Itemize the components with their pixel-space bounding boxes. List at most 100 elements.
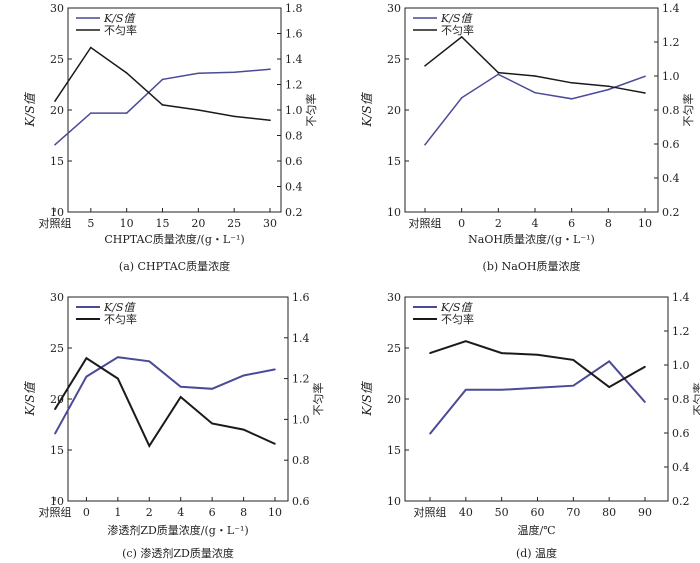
legend-label: K/S值 [440,12,473,25]
data-point [54,100,56,102]
data-point [534,91,536,94]
x-tick-label: 25 [227,217,241,230]
legend-label: 不匀率 [104,312,137,326]
x-tick-label: 15 [156,217,170,230]
y2-tick-label: 0.6 [292,495,310,508]
data-point [497,73,500,76]
data-point [534,75,536,77]
y-tick-label: 15 [50,444,64,457]
x-tick-label: 4 [532,217,539,230]
x-axis-title: NaOH质量浓度/(g・L⁻¹) [468,232,595,246]
data-point [161,104,164,106]
data-point [179,385,182,388]
series-ks [54,68,271,146]
y2-tick-label: 0.6 [285,155,303,168]
y-tick-label: 25 [50,53,64,66]
y-tick-label: 20 [50,104,64,117]
legend-label: 不匀率 [104,23,137,37]
y2-tick-label: 1.4 [292,332,310,345]
x-tick-label: 对照组 [39,216,72,230]
data-point [125,72,128,74]
data-point [197,109,200,111]
data-point [125,112,128,114]
y2-tick-label: 1.0 [292,413,310,426]
data-point [536,354,539,356]
y2-tick-label: 0.4 [662,172,680,185]
series-line [54,356,276,448]
y2-axis-title: 不匀率 [681,94,695,127]
data-point [424,65,426,67]
x-tick-label: 6 [568,217,575,230]
y-axis-title: K/S值 [360,91,374,127]
data-point [460,36,463,38]
data-point [54,143,56,146]
y2-tick-label: 1.4 [662,2,680,15]
y2-tick-label: 1.6 [285,28,303,41]
y2-tick-label: 0.6 [662,138,680,151]
legend-label: K/S值 [103,12,136,25]
y2-tick-label: 1.2 [285,79,303,92]
x-tick-label: 1 [114,506,121,519]
y2-tick-label: 1.6 [292,291,310,304]
y2-tick-label: 0.8 [662,104,680,117]
legend-label: 不匀率 [441,23,474,37]
y-tick-label: 20 [50,393,64,406]
x-tick-label: 8 [240,506,247,519]
y2-tick-label: 0.8 [292,454,310,467]
y-tick-label: 20 [387,393,401,406]
data-point [54,408,56,411]
x-tick-label: 0 [458,217,465,230]
data-point [465,340,467,343]
y2-tick-label: 1.2 [662,36,680,49]
y2-tick-label: 0.4 [285,181,303,194]
y2-tick-label: 0.2 [672,495,690,508]
y2-tick-label: 1.4 [672,291,690,304]
y-tick-label: 20 [387,104,401,117]
data-point [269,68,271,70]
x-tick-label: 70 [566,506,580,519]
y-axis-title: K/S值 [23,91,37,127]
data-point [233,115,235,118]
y-tick-label: 10 [387,206,401,219]
data-point [148,445,151,447]
data-point [572,359,575,361]
data-point [572,384,575,387]
y2-tick-label: 1.8 [285,2,303,15]
data-point [211,422,213,425]
data-point [429,352,431,354]
x-tick-label: 5 [87,217,94,230]
chart-panel-4: 10 15 20 25 30 0.2 0.4 0.6 0.8 1.0 1.2 1.4 对照组 40 50 60… [360,291,700,560]
data-point [161,78,164,81]
x-tick-label: 60 [531,506,545,519]
data-point [85,357,88,360]
data-point [117,377,119,380]
series-unevenness [54,356,276,448]
series-line [54,68,271,146]
panel-caption: (c) 渗透剂ZD质量浓度 [122,546,234,560]
data-point [274,368,276,371]
y-axis-title: K/S值 [360,380,374,416]
x-tick-label: 50 [495,506,509,519]
y-tick-label: 25 [50,342,64,355]
data-point [242,374,245,377]
data-point [460,96,463,99]
plot-frame [67,7,282,213]
series-unevenness [54,46,271,121]
y-tick-label: 10 [50,495,64,508]
data-point [608,386,610,388]
series-ks [429,359,646,435]
data-point [465,389,467,391]
data-point [570,82,573,84]
x-tick-label: 30 [263,217,277,230]
x-axis-title: CHPTAC质量浓度/(g・L⁻¹) [104,232,244,246]
x-tick-label: 6 [209,506,216,519]
y2-tick-label: 1.4 [285,53,303,66]
series-ks [424,73,646,146]
y-tick-label: 15 [387,444,401,457]
data-point [644,401,646,403]
data-point [497,71,500,74]
chart-panel-3: 10 15 20 25 30 0.6 0.8 1.0 1.2 1.4 1.6 对照组 0 1 2 4 6 8 10 K… [23,291,325,560]
y2-tick-label: 1.2 [292,373,310,386]
y-tick-label: 30 [387,2,401,15]
y-tick-label: 25 [387,342,401,355]
